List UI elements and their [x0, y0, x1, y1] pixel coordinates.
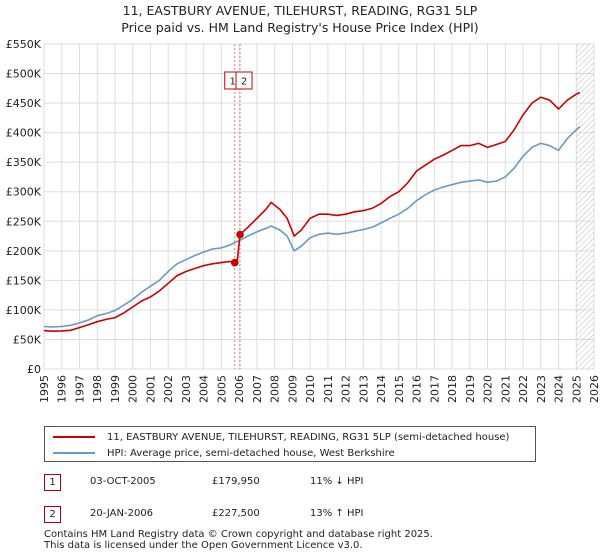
- y-tick-label: £400K: [6, 127, 42, 140]
- x-tick-label: 2023: [535, 375, 548, 403]
- sale-row-1: 1 03-OCT-2005 £179,950 11% ↓ HPI: [44, 474, 600, 494]
- y-tick-label: £250K: [6, 215, 42, 228]
- y-tick-label: £200K: [6, 245, 42, 258]
- x-tick-label: 2009: [286, 375, 299, 403]
- sale-label-1: 1: [230, 77, 236, 88]
- x-tick-label: 2013: [357, 375, 370, 403]
- sale-date: 03-OCT-2005: [90, 476, 156, 487]
- y-tick-label: £450K: [6, 97, 42, 110]
- x-tick-label: 2026: [588, 375, 600, 403]
- x-tick-label: 2024: [553, 375, 566, 403]
- x-tick-label: 2011: [322, 375, 335, 403]
- footer-licence: This data is licensed under the Open Gov…: [44, 540, 363, 551]
- legend-item-property: 11, EASTBURY AVENUE, TILEHURST, READING,…: [53, 429, 509, 445]
- y-tick-label: £50K: [13, 333, 42, 346]
- hpi-line: [43, 126, 581, 328]
- x-tick-label: 2003: [180, 375, 193, 403]
- x-tick-label: 2010: [304, 375, 317, 403]
- sale-point-2: [236, 230, 244, 239]
- x-tick-label: 2018: [446, 375, 459, 403]
- x-tick-label: 2000: [127, 375, 140, 403]
- y-tick-label: £150K: [6, 274, 42, 287]
- footer-copyright: Contains HM Land Registry data © Crown c…: [44, 529, 433, 540]
- y-tick-label: £350K: [6, 156, 42, 169]
- legend-label-property: 11, EASTBURY AVENUE, TILEHURST, READING,…: [107, 431, 510, 443]
- x-tick-label: 2002: [162, 375, 175, 403]
- plot-background: [44, 44, 594, 369]
- legend-label-hpi: HPI: Average price, semi-detached house,…: [107, 447, 395, 459]
- property-price-line: [43, 91, 581, 333]
- x-tick-label: 2022: [517, 375, 530, 403]
- legend-item-hpi: HPI: Average price, semi-detached house,…: [53, 445, 395, 461]
- x-tick-label: 1999: [109, 375, 122, 403]
- footer: Contains HM Land Registry data © Crown c…: [44, 529, 433, 551]
- x-tick-label: 2021: [499, 375, 512, 403]
- y-tick-label: £100K: [6, 304, 42, 317]
- sale-hpi-diff: 13% ↑ HPI: [310, 508, 364, 519]
- x-tick-label: 2005: [215, 375, 228, 403]
- grid: [43, 43, 595, 370]
- x-tick-label: 2001: [144, 375, 157, 403]
- x-tick-label: 1995: [38, 375, 51, 403]
- x-tick-label: 1997: [73, 375, 86, 403]
- x-tick-label: 2008: [269, 375, 282, 403]
- y-tick-label: £0: [27, 363, 41, 376]
- sale-number-badge: 1: [44, 474, 61, 491]
- sale-label-box-2: [235, 71, 253, 90]
- forecast-region: [576, 44, 594, 369]
- x-tick-label: 2020: [482, 375, 495, 403]
- forecast-hatch: [576, 44, 594, 369]
- sale-label-2: 2: [241, 77, 247, 88]
- sale-price: £227,500: [212, 508, 260, 519]
- y-tick-label: £500K: [6, 68, 42, 81]
- sale-hpi-diff: 11% ↓ HPI: [310, 476, 364, 487]
- x-tick-label: 2007: [251, 375, 264, 403]
- legend: 11, EASTBURY AVENUE, TILEHURST, READING,…: [44, 426, 536, 462]
- sale-point-1: [230, 258, 239, 267]
- x-axis: 1995 1996 1997 1998 1999 2000 2001 2002 2003 2004…: [38, 375, 600, 403]
- x-tick-label: 2012: [340, 375, 353, 403]
- y-tick-label: £550K: [6, 38, 42, 51]
- legend-swatch-property: [53, 436, 95, 438]
- chart-title-block: 11, EASTBURY AVENUE, TILEHURST, READING,…: [0, 2, 600, 36]
- x-tick-label: 2015: [393, 375, 406, 403]
- x-tick-label: 2016: [411, 375, 424, 403]
- x-tick-label: 2017: [428, 375, 441, 403]
- sale-points: [230, 230, 244, 267]
- sale-row-2: 2 20-JAN-2006 £227,500 13% ↑ HPI: [44, 506, 600, 526]
- x-tick-label: 1998: [91, 375, 104, 403]
- y-tick-label: £300K: [6, 186, 42, 199]
- x-tick-label: 2025: [570, 375, 583, 403]
- x-tick-label: 2019: [464, 375, 477, 403]
- x-tick-label: 1996: [56, 375, 69, 403]
- series-lines: [43, 91, 581, 333]
- x-tick-label: 2004: [198, 375, 211, 403]
- sale-number-badge: 2: [44, 506, 61, 523]
- x-tick-label: 2006: [233, 375, 246, 403]
- y-axis: £0 £50K £100K £150K £200K £250K £300K £350K £400…: [6, 38, 42, 376]
- chart-title: 11, EASTBURY AVENUE, TILEHURST, READING,…: [122, 3, 478, 18]
- sale-price: £179,950: [212, 476, 260, 487]
- sale-date: 20-JAN-2006: [90, 508, 154, 519]
- x-tick-label: 2014: [375, 375, 388, 403]
- legend-swatch-hpi: [53, 452, 95, 454]
- chart-subtitle: Price paid vs. HM Land Registry's House …: [121, 20, 479, 35]
